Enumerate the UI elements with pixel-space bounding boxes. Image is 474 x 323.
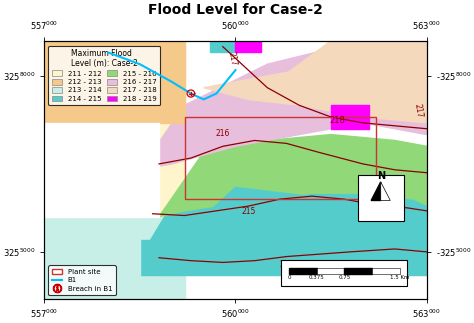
Polygon shape [45,41,184,123]
Polygon shape [236,41,261,53]
Text: 0.375: 0.375 [309,275,325,280]
Legend: Plant site, B1, Breach in B1: Plant site, B1, Breach in B1 [48,265,116,295]
Text: 216: 216 [216,129,230,138]
Polygon shape [140,41,427,170]
Text: 214: 214 [279,260,293,268]
Text: 215: 215 [241,207,255,216]
Polygon shape [45,123,159,217]
Title: Flood Level for Case-2: Flood Level for Case-2 [148,3,323,17]
Bar [184,117,375,199]
Polygon shape [159,205,427,275]
Polygon shape [45,269,121,299]
Text: 1.5 Km: 1.5 Km [390,275,410,280]
Polygon shape [45,217,184,299]
Polygon shape [45,234,140,299]
Polygon shape [140,193,427,258]
Bar [345,268,372,274]
Text: 0.75: 0.75 [338,275,351,280]
Polygon shape [210,41,236,53]
Text: 217: 217 [227,50,238,66]
Polygon shape [95,217,427,264]
Text: N: N [377,171,385,181]
Polygon shape [331,105,369,129]
Polygon shape [371,182,381,201]
Polygon shape [204,41,427,123]
Polygon shape [381,182,390,201]
Polygon shape [45,41,184,299]
Bar [289,268,317,274]
Polygon shape [108,240,427,275]
Polygon shape [172,187,427,246]
Text: 218: 218 [329,116,346,125]
Bar [372,268,400,274]
Bar [317,268,345,274]
Polygon shape [267,41,427,111]
Text: 217: 217 [412,103,423,119]
Text: 0: 0 [287,275,291,280]
Bar [358,175,404,221]
Bar [282,260,408,286]
Polygon shape [159,135,427,217]
Polygon shape [172,182,427,234]
